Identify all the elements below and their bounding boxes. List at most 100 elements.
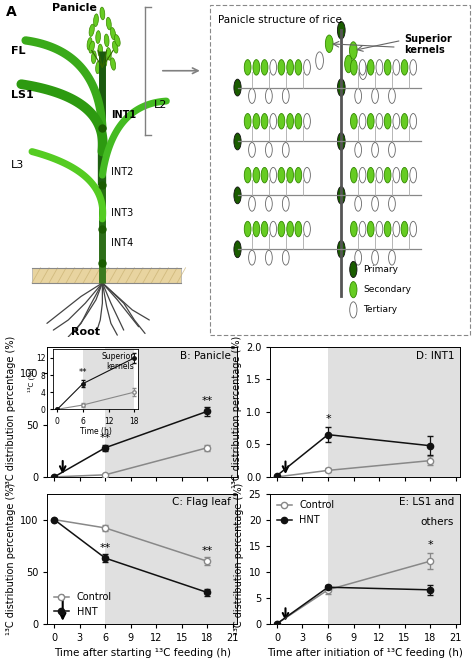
- Ellipse shape: [401, 59, 408, 75]
- Text: Panicle: Panicle: [52, 3, 97, 13]
- Ellipse shape: [384, 167, 391, 183]
- Text: C: Flag leaf: C: Flag leaf: [173, 498, 231, 508]
- Ellipse shape: [393, 167, 400, 183]
- Text: L2: L2: [154, 100, 167, 110]
- Text: **: **: [100, 543, 111, 553]
- Ellipse shape: [93, 14, 99, 27]
- Ellipse shape: [287, 113, 293, 129]
- Text: INT1: INT1: [111, 110, 136, 120]
- Ellipse shape: [376, 59, 383, 75]
- Ellipse shape: [261, 221, 268, 237]
- Ellipse shape: [278, 167, 285, 183]
- Ellipse shape: [265, 196, 272, 211]
- Ellipse shape: [350, 113, 357, 129]
- Ellipse shape: [393, 221, 400, 237]
- Bar: [32, 267, 181, 283]
- Text: Root: Root: [71, 327, 100, 337]
- Text: Superior
kernels: Superior kernels: [404, 33, 452, 55]
- Ellipse shape: [287, 59, 293, 75]
- Ellipse shape: [350, 167, 357, 183]
- Ellipse shape: [372, 143, 378, 157]
- Ellipse shape: [389, 143, 395, 157]
- Ellipse shape: [287, 167, 293, 183]
- Ellipse shape: [265, 250, 272, 265]
- Ellipse shape: [244, 167, 251, 183]
- Ellipse shape: [278, 113, 285, 129]
- Ellipse shape: [265, 143, 272, 157]
- Ellipse shape: [355, 196, 362, 211]
- Ellipse shape: [270, 113, 277, 129]
- Ellipse shape: [253, 167, 260, 183]
- Ellipse shape: [355, 143, 362, 157]
- Text: INT3: INT3: [111, 207, 133, 217]
- Ellipse shape: [359, 221, 366, 237]
- Text: D: INT1: D: INT1: [416, 351, 454, 361]
- Text: E: LS1 and: E: LS1 and: [399, 498, 454, 508]
- Ellipse shape: [359, 59, 366, 75]
- Text: Primary: Primary: [363, 265, 398, 274]
- Ellipse shape: [102, 54, 107, 67]
- Ellipse shape: [244, 113, 251, 129]
- Text: **: **: [201, 546, 213, 556]
- Ellipse shape: [410, 221, 417, 237]
- Ellipse shape: [249, 143, 255, 157]
- Bar: [328, 494, 464, 624]
- Y-axis label: ¹³C distribution percentage (%): ¹³C distribution percentage (%): [6, 336, 16, 488]
- Ellipse shape: [249, 89, 255, 103]
- Ellipse shape: [283, 250, 289, 265]
- Ellipse shape: [350, 261, 357, 277]
- Ellipse shape: [304, 221, 310, 237]
- Ellipse shape: [295, 113, 302, 129]
- Ellipse shape: [234, 79, 241, 96]
- Ellipse shape: [350, 301, 357, 318]
- Ellipse shape: [283, 143, 289, 157]
- Ellipse shape: [278, 59, 285, 75]
- Ellipse shape: [261, 167, 268, 183]
- Ellipse shape: [367, 167, 374, 183]
- Text: A: A: [6, 5, 17, 19]
- Ellipse shape: [401, 113, 408, 129]
- Bar: [105, 347, 241, 477]
- Ellipse shape: [244, 221, 251, 237]
- Ellipse shape: [287, 221, 293, 237]
- Ellipse shape: [337, 21, 345, 39]
- Bar: [105, 494, 241, 624]
- Text: *: *: [427, 540, 433, 550]
- Ellipse shape: [283, 89, 289, 103]
- Text: **: **: [100, 433, 111, 443]
- Ellipse shape: [384, 221, 391, 237]
- Ellipse shape: [110, 27, 116, 40]
- Ellipse shape: [110, 58, 116, 70]
- Ellipse shape: [337, 187, 345, 204]
- Text: L3: L3: [10, 161, 24, 170]
- Text: **: **: [201, 396, 213, 406]
- Ellipse shape: [96, 61, 100, 73]
- Ellipse shape: [350, 59, 357, 75]
- Ellipse shape: [350, 221, 357, 237]
- Ellipse shape: [401, 221, 408, 237]
- Ellipse shape: [376, 167, 383, 183]
- Ellipse shape: [389, 89, 395, 103]
- Ellipse shape: [376, 221, 383, 237]
- Ellipse shape: [389, 250, 395, 265]
- Ellipse shape: [337, 79, 345, 96]
- Ellipse shape: [325, 35, 333, 53]
- Ellipse shape: [376, 113, 383, 129]
- Ellipse shape: [261, 59, 268, 75]
- Text: others: others: [421, 517, 454, 527]
- Ellipse shape: [337, 241, 345, 258]
- Ellipse shape: [270, 59, 277, 75]
- Ellipse shape: [304, 167, 310, 183]
- Ellipse shape: [359, 62, 367, 79]
- Ellipse shape: [367, 221, 374, 237]
- Text: LS1: LS1: [10, 89, 33, 99]
- Ellipse shape: [345, 55, 352, 73]
- Ellipse shape: [410, 167, 417, 183]
- Ellipse shape: [384, 113, 391, 129]
- Ellipse shape: [350, 281, 357, 297]
- Text: *: *: [325, 414, 331, 424]
- Ellipse shape: [89, 24, 94, 37]
- Ellipse shape: [234, 241, 241, 257]
- Ellipse shape: [337, 133, 345, 150]
- Ellipse shape: [355, 89, 362, 103]
